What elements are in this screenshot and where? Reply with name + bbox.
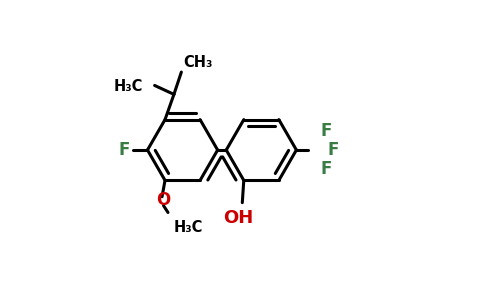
Text: OH: OH bbox=[224, 208, 254, 226]
Text: H₃C: H₃C bbox=[113, 80, 143, 94]
Text: F: F bbox=[320, 160, 332, 178]
Text: H₃C: H₃C bbox=[174, 220, 203, 235]
Text: F: F bbox=[118, 141, 130, 159]
Text: F: F bbox=[320, 122, 332, 140]
Text: F: F bbox=[328, 141, 339, 159]
Text: O: O bbox=[156, 191, 171, 209]
Text: CH₃: CH₃ bbox=[183, 55, 212, 70]
